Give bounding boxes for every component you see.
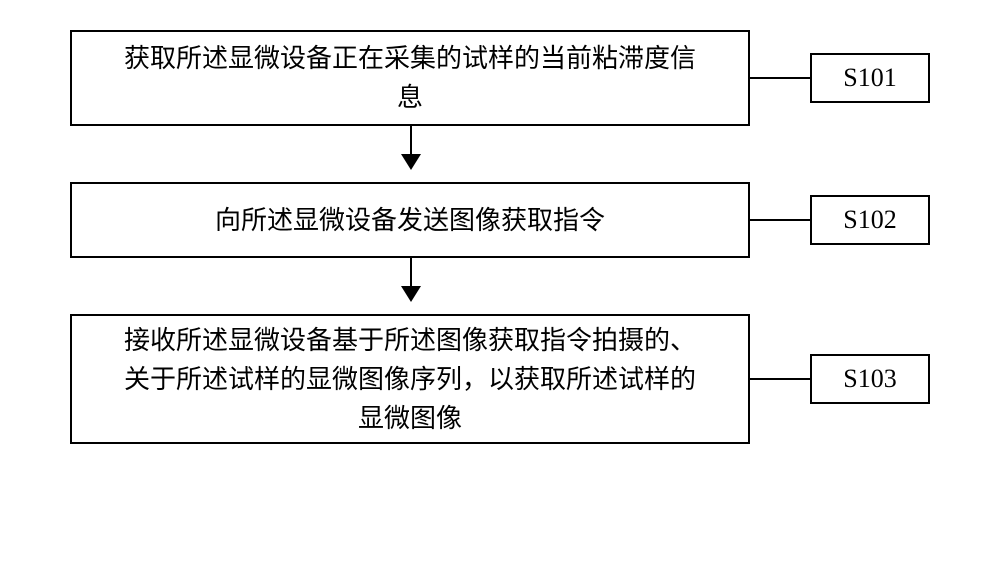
flowchart-container: 获取所述显微设备正在采集的试样的当前粘滞度信息 S101 向所述显微设备发送图像… [0, 0, 1000, 578]
flow-label-text-s103: S103 [843, 366, 896, 392]
flow-label-s103: S103 [810, 354, 930, 404]
flow-box-text-s102: 向所述显微设备发送图像获取指令 [215, 201, 605, 240]
flow-label-s101: S101 [810, 53, 930, 103]
arrow-line-2 [410, 258, 412, 300]
connector-s102 [750, 219, 810, 221]
flow-box-s101: 获取所述显微设备正在采集的试样的当前粘滞度信息 [70, 30, 750, 126]
connector-s101 [750, 77, 810, 79]
arrow-s101-s102 [0, 126, 1000, 182]
flow-box-text-s101: 获取所述显微设备正在采集的试样的当前粘滞度信息 [124, 39, 696, 117]
flow-box-text-s103: 接收所述显微设备基于所述图像获取指令拍摄的、关于所述试样的显微图像序列，以获取所… [124, 321, 696, 438]
flow-label-s102: S102 [810, 195, 930, 245]
arrow-s102-s103 [0, 258, 1000, 314]
flow-label-text-s101: S101 [843, 65, 896, 91]
flow-row-s103: 接收所述显微设备基于所述图像获取指令拍摄的、关于所述试样的显微图像序列，以获取所… [0, 314, 1000, 444]
connector-s103 [750, 378, 810, 380]
flow-label-text-s102: S102 [843, 207, 896, 233]
flow-row-s102: 向所述显微设备发送图像获取指令 S102 [0, 182, 1000, 258]
flow-box-s102: 向所述显微设备发送图像获取指令 [70, 182, 750, 258]
arrow-line-1 [410, 126, 412, 168]
flow-box-s103: 接收所述显微设备基于所述图像获取指令拍摄的、关于所述试样的显微图像序列，以获取所… [70, 314, 750, 444]
flow-row-s101: 获取所述显微设备正在采集的试样的当前粘滞度信息 S101 [0, 30, 1000, 126]
